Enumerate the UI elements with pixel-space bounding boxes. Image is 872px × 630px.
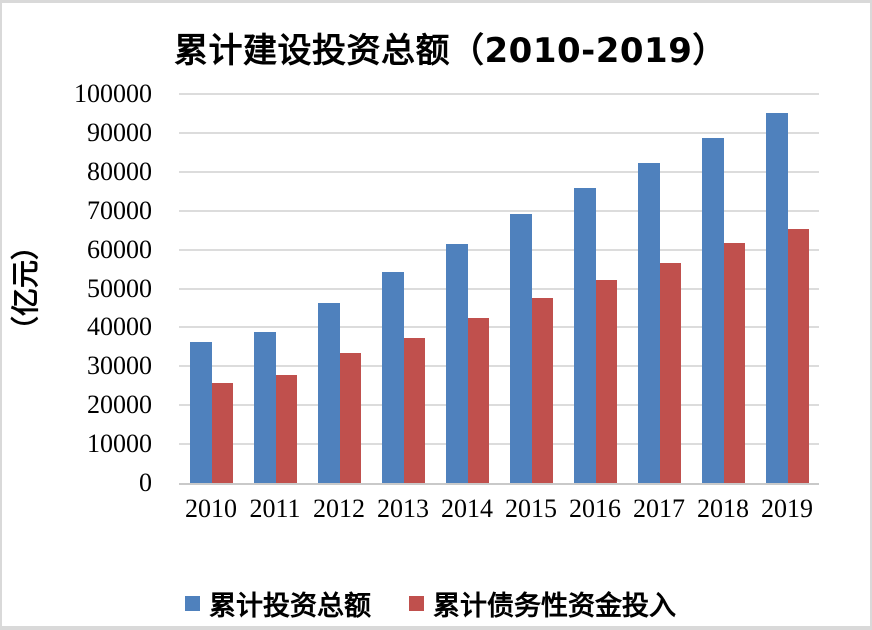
y-axis-ticks: 0 10000 20000 30000 40000 50000 60000 70000 8000… [2, 81, 152, 496]
x-tick-label: 2016 [569, 494, 621, 523]
x-tick-label: 2019 [761, 494, 813, 523]
bar-series0-2014 [445, 244, 468, 483]
y-tick-label: 20000 [87, 390, 152, 420]
x-tick-label: 2015 [505, 494, 557, 523]
bar-group-2015 [499, 94, 563, 483]
y-tick-label: 0 [139, 468, 152, 497]
y-tick-label: 50000 [87, 273, 152, 303]
legend-swatch-icon [185, 596, 200, 611]
gridline [179, 248, 819, 251]
bar-series1-2017 [659, 262, 681, 483]
bar-group-2011 [243, 94, 307, 483]
x-tick-label: 2018 [697, 494, 749, 523]
bar-series1-2010 [211, 382, 233, 483]
legend-item: 累计债务性资金投入 [409, 584, 676, 623]
gridline [179, 170, 819, 173]
legend-item: 累计投资总额 [185, 584, 371, 623]
gridline [179, 131, 819, 134]
y-tick-label: 90000 [87, 117, 152, 147]
gridline [179, 93, 819, 95]
bar-series1-2018 [723, 243, 745, 483]
legend-label: 累计债务性资金投入 [433, 591, 676, 622]
chart-title: 累计建设投资总额（2010-2019） [174, 31, 727, 71]
bar-series1-2015 [531, 298, 553, 483]
bar-series0-2013 [381, 272, 404, 483]
legend: 累计投资总额 累计债务性资金投入 [185, 584, 676, 623]
y-tick-label: 40000 [87, 312, 152, 342]
bar-series0-2018 [701, 137, 724, 483]
bar-series0-2016 [573, 187, 596, 483]
bar-series1-2019 [787, 228, 809, 483]
bar-series0-2017 [637, 163, 660, 483]
y-tick-label: 80000 [87, 156, 152, 186]
x-tick-label: 2013 [377, 494, 429, 523]
y-tick-label: 30000 [87, 351, 152, 381]
gridline [179, 404, 819, 407]
legend-label: 累计投资总额 [209, 591, 371, 622]
bar-group-2016 [563, 94, 627, 483]
gridline [179, 365, 819, 368]
bar-group-2014 [435, 94, 499, 483]
y-tick-label: 70000 [87, 195, 152, 225]
x-tick-label: 2010 [185, 494, 237, 523]
bar-series0-2012 [317, 302, 340, 483]
x-tick-label: 2012 [313, 494, 365, 523]
x-tick-label: 2011 [249, 494, 301, 523]
x-tick-label: 2017 [633, 494, 685, 523]
bar-series1-2014 [467, 317, 489, 483]
x-tick-label: 2014 [441, 494, 493, 523]
bar-series1-2011 [275, 374, 297, 483]
bar-series1-2013 [403, 337, 425, 483]
plot-area [179, 93, 819, 485]
gridline [179, 287, 819, 290]
bar-series0-2010 [189, 341, 212, 483]
y-tick-label: 60000 [87, 234, 152, 264]
bar-group-2018 [691, 94, 755, 483]
gridline [179, 326, 819, 329]
bar-series1-2012 [339, 352, 361, 483]
bar-group-2019 [755, 94, 819, 483]
y-tick-label: 10000 [87, 429, 152, 459]
bar-group-2012 [307, 94, 371, 483]
bar-group-2017 [627, 94, 691, 483]
gridline [179, 209, 819, 212]
bar-group-2010 [179, 94, 243, 483]
bar-series0-2011 [253, 331, 276, 483]
gridline [179, 443, 819, 446]
bar-groups [179, 94, 819, 483]
bar-series1-2016 [595, 279, 617, 483]
bar-series0-2019 [765, 113, 788, 483]
y-tick-label: 100000 [74, 79, 152, 108]
bar-series0-2015 [509, 213, 532, 483]
x-axis-labels: 2010 2011 2012 2013 2014 2015 2016 2017 2018 2019 [179, 496, 819, 522]
bar-group-2013 [371, 94, 435, 483]
legend-swatch-icon [409, 596, 424, 611]
